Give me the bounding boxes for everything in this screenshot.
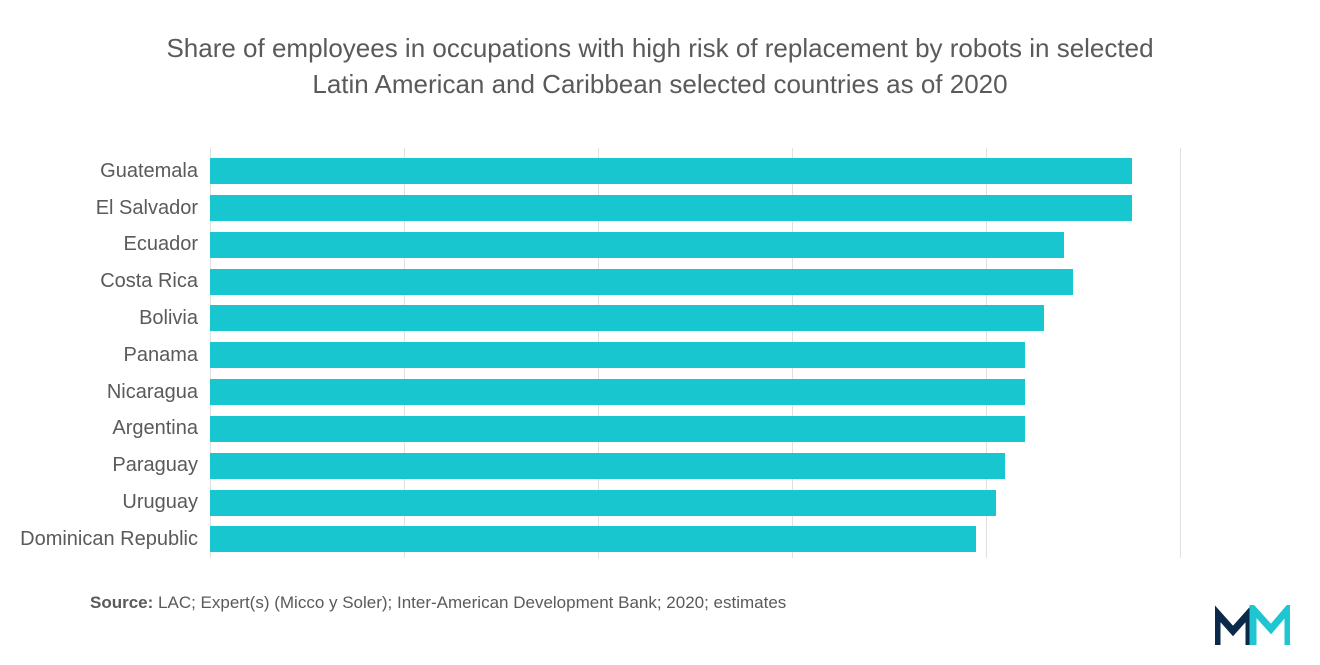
bar bbox=[210, 453, 1005, 479]
bar bbox=[210, 269, 1073, 295]
bar bbox=[210, 158, 1132, 184]
bar-row: Argentina bbox=[210, 411, 1180, 447]
grid-line bbox=[1180, 148, 1181, 558]
bar bbox=[210, 195, 1132, 221]
bar-label: Bolivia bbox=[139, 307, 198, 330]
bar-label: Uruguay bbox=[122, 491, 198, 514]
chart-area: GuatemalaEl SalvadorEcuadorCosta RicaBol… bbox=[210, 148, 1180, 558]
bar-row: Costa Rica bbox=[210, 264, 1180, 300]
chart-title: Share of employees in occupations with h… bbox=[60, 30, 1260, 103]
bar-label: Argentina bbox=[112, 417, 198, 440]
bar-label: Guatemala bbox=[100, 160, 198, 183]
source-line: Source: LAC; Expert(s) (Micco y Soler); … bbox=[90, 593, 1260, 613]
source-text: LAC; Expert(s) (Micco y Soler); Inter-Am… bbox=[153, 593, 786, 612]
bar-label: Costa Rica bbox=[100, 270, 198, 293]
bar bbox=[210, 379, 1025, 405]
bar-label: Dominican Republic bbox=[20, 528, 198, 551]
bar-row: Nicaragua bbox=[210, 374, 1180, 410]
bar-row: El Salvador bbox=[210, 190, 1180, 226]
bar-row: Guatemala bbox=[210, 153, 1180, 189]
bar-label: Ecuador bbox=[124, 233, 199, 256]
bar-label: El Salvador bbox=[96, 197, 198, 220]
bar-row: Paraguay bbox=[210, 448, 1180, 484]
bar bbox=[210, 305, 1044, 331]
bar bbox=[210, 526, 976, 552]
bar-label: Panama bbox=[124, 344, 199, 367]
bar-row: Panama bbox=[210, 337, 1180, 373]
bar-row: Uruguay bbox=[210, 485, 1180, 521]
bar bbox=[210, 232, 1064, 258]
bar bbox=[210, 342, 1025, 368]
bar bbox=[210, 416, 1025, 442]
bar-row: Ecuador bbox=[210, 227, 1180, 263]
bar-label: Paraguay bbox=[112, 454, 198, 477]
bar-row: Bolivia bbox=[210, 300, 1180, 336]
bars-container: GuatemalaEl SalvadorEcuadorCosta RicaBol… bbox=[210, 148, 1180, 558]
bar-row: Dominican Republic bbox=[210, 521, 1180, 557]
source-label: Source: bbox=[90, 593, 153, 612]
brand-logo bbox=[1215, 605, 1290, 647]
bar-label: Nicaragua bbox=[107, 381, 198, 404]
bar bbox=[210, 490, 996, 516]
